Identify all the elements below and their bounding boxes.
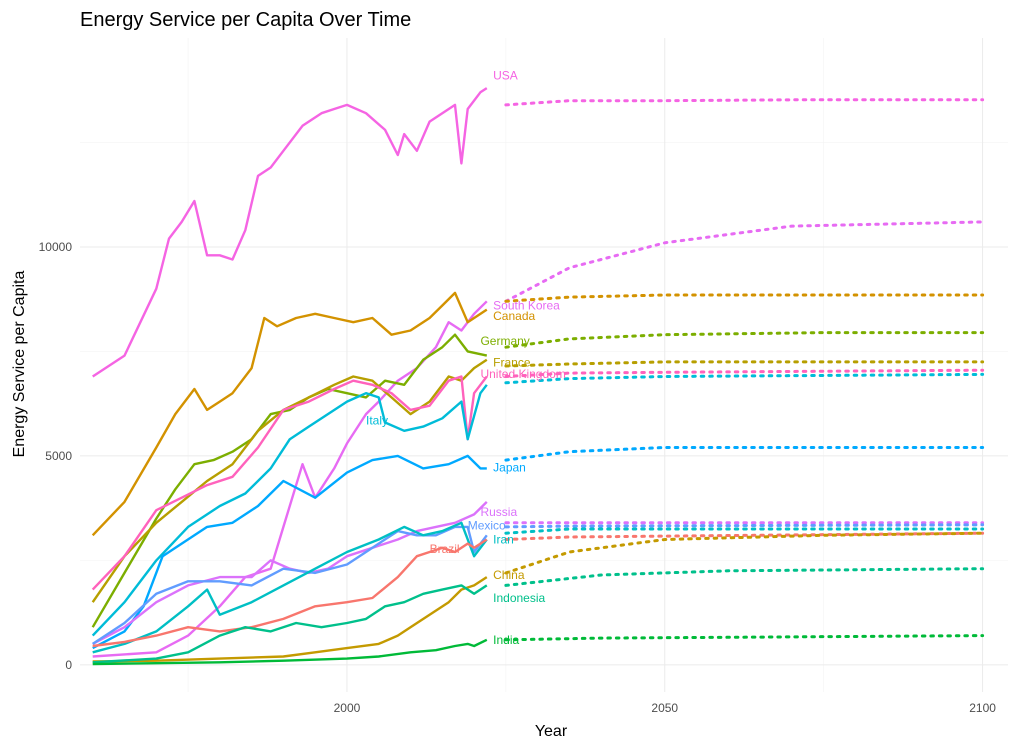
historical-line-usa <box>92 87 488 378</box>
historical-line-brazil <box>92 538 488 648</box>
projection-line-japan <box>504 446 985 462</box>
historical-line-mexico <box>92 525 488 645</box>
label-china: China <box>493 568 525 582</box>
series-canada <box>91 291 985 537</box>
label-indonesia: Indonesia <box>493 591 545 605</box>
historical-line-china <box>92 576 488 663</box>
historical-line-india <box>92 638 488 666</box>
projection-line-canada <box>504 293 985 303</box>
label-usa: USA <box>493 69 518 83</box>
label-united-kingdom: United Kingdom <box>480 367 565 381</box>
historical-line-france <box>91 358 488 603</box>
projection-line-south-korea <box>504 220 985 303</box>
x-axis-title: Year <box>535 723 568 740</box>
label-germany: Germany <box>480 334 529 348</box>
historical-line-canada <box>91 291 488 537</box>
label-italy: Italy <box>366 413 388 427</box>
historical-line-italy <box>91 384 488 637</box>
series-iran <box>92 521 985 654</box>
projection-line-usa <box>504 98 985 107</box>
label-mexico: Mexico <box>468 519 506 533</box>
projection-line-italy <box>504 372 985 385</box>
x-tick-labels: 2000 2050 2100 <box>334 701 997 715</box>
series-italy <box>91 372 985 637</box>
series-south-korea <box>92 220 985 658</box>
series-brazil <box>92 531 985 648</box>
projection-line-france <box>504 360 985 368</box>
projection-line-china <box>504 531 985 575</box>
projection-line-iran <box>504 527 985 535</box>
label-japan: Japan <box>493 461 526 475</box>
label-canada: Canada <box>493 309 535 323</box>
series-india <box>92 634 985 666</box>
x-tick-label: 2100 <box>969 701 996 715</box>
series-russia <box>92 501 985 645</box>
chart-title: Energy Service per Capita Over Time <box>80 9 411 31</box>
projection-line-germany <box>504 331 985 349</box>
projection-line-mexico <box>504 523 985 529</box>
historical-line-russia <box>92 501 488 645</box>
projection-line-united-kingdom <box>504 368 985 378</box>
y-tick-label: 10000 <box>39 240 73 254</box>
series-united-kingdom <box>91 368 985 591</box>
y-axis-title: Energy Service per Capita <box>11 271 28 458</box>
projection-line-india <box>504 634 985 642</box>
projection-line-indonesia <box>504 567 985 587</box>
historical-line-japan <box>92 454 487 650</box>
y-tick-labels: 0 5000 10000 <box>39 240 73 672</box>
series-france <box>91 358 985 603</box>
historical-line-indonesia <box>92 584 488 664</box>
label-france: France <box>493 355 531 369</box>
historical-line-iran <box>92 521 488 654</box>
series-usa <box>92 87 985 378</box>
series-japan <box>92 446 985 650</box>
series-china <box>92 531 985 663</box>
label-brazil: Brazil <box>430 542 460 556</box>
label-iran: Iran <box>493 532 514 546</box>
grid <box>80 38 1008 692</box>
y-tick-label: 5000 <box>45 449 72 463</box>
series-mexico <box>92 523 985 645</box>
label-south-korea: South Korea <box>493 298 560 312</box>
x-tick-label: 2050 <box>651 701 678 715</box>
y-tick-label: 0 <box>65 658 72 672</box>
label-russia: Russia <box>480 505 517 519</box>
x-tick-label: 2000 <box>334 701 361 715</box>
historical-line-united-kingdom <box>91 375 488 591</box>
historical-line-south-korea <box>92 300 488 658</box>
series-indonesia <box>92 567 985 664</box>
series-layer <box>91 87 985 666</box>
label-india: India <box>493 633 519 647</box>
